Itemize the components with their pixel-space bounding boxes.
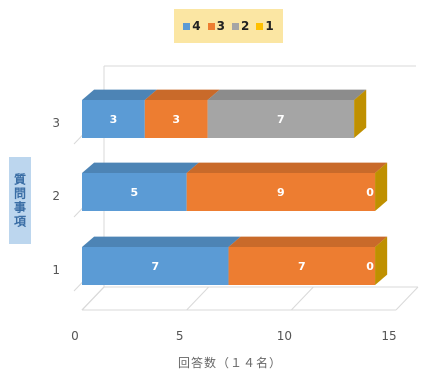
bar-top-face (82, 236, 241, 247)
data-label: 0 (366, 186, 374, 199)
floor-gridline (395, 286, 419, 311)
legend-item: 2 (232, 19, 249, 33)
legend-item: 4 (183, 19, 201, 33)
legend-label: 2 (241, 19, 250, 33)
data-label: 7 (277, 113, 285, 126)
y-axis-title-text: 質問事項 (12, 172, 27, 229)
bar-segment (186, 173, 376, 211)
legend-swatch (256, 22, 264, 30)
bar-segment (207, 100, 355, 138)
bar-top-face (228, 236, 388, 247)
y-tick-label: 3 (52, 116, 60, 130)
bar-segment (82, 247, 229, 285)
chart-legend: 4 3 2 1 (174, 9, 283, 43)
legend-swatch (207, 22, 215, 30)
legend-label: 1 (265, 19, 274, 33)
y-tick-label: 1 (52, 263, 60, 277)
y-tick-label: 2 (52, 189, 60, 203)
bar-segment (82, 173, 187, 211)
bar-top-face (207, 89, 367, 100)
floor-gridline (81, 286, 105, 311)
legend-item: 1 (256, 19, 274, 33)
x-tick-label: 0 (71, 329, 79, 343)
bar-top-face (144, 89, 220, 100)
legend-label: 3 (216, 19, 225, 33)
bar-top-face (186, 162, 388, 173)
data-label: 5 (131, 186, 139, 199)
data-label: 7 (151, 260, 159, 273)
legend-item: 3 (207, 19, 225, 33)
x-tick-label: 5 (176, 329, 184, 343)
data-label: 3 (110, 113, 118, 126)
data-label: 9 (277, 186, 285, 199)
bar-segment (228, 247, 376, 285)
bar-end-face (375, 236, 388, 285)
bar-end-face (375, 162, 388, 211)
y-axis-title: 質問事項 (9, 157, 31, 244)
data-label: 0 (366, 260, 374, 273)
x-axis-title: 回答数（１４名） (177, 356, 282, 370)
bar-top-face (82, 162, 199, 173)
bar-top-face (82, 89, 157, 100)
x-tick-label: 15 (381, 329, 396, 343)
floor-gridline (186, 286, 210, 311)
data-label: 7 (298, 260, 306, 273)
legend-swatch (232, 22, 239, 30)
bar-end-face (354, 89, 367, 138)
bar-segment (82, 100, 145, 138)
bar-segment (144, 100, 208, 138)
x-tick-label: 10 (277, 329, 292, 343)
legend-swatch (183, 22, 191, 30)
data-label: 3 (172, 113, 180, 126)
floor-gridline (290, 286, 314, 311)
legend-label: 4 (192, 19, 201, 33)
